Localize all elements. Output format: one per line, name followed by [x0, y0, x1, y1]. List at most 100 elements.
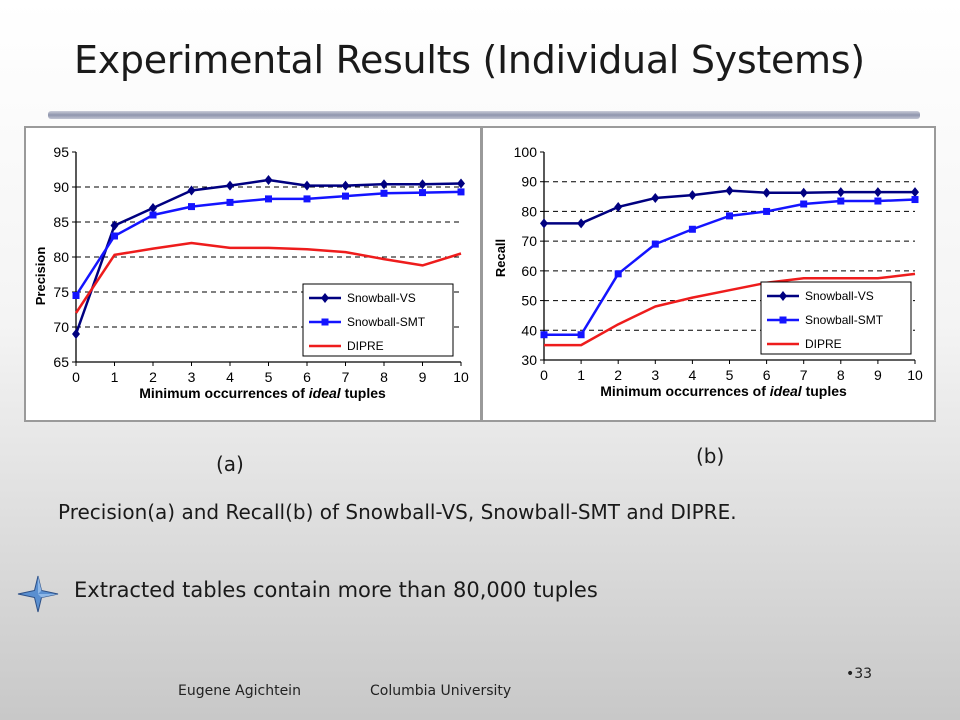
x-tick-label: 6 [303, 369, 311, 385]
footer-organization: Columbia University [370, 683, 512, 699]
y-tick-label: 70 [521, 233, 537, 249]
data-point-snowball-vs [799, 187, 808, 198]
legend-label: Snowball-VS [347, 291, 416, 305]
data-point-snowball-vs [614, 201, 623, 212]
chart-label-b: (b) [696, 444, 725, 468]
series-line-dipre [544, 272, 916, 347]
data-point-snowball-smt [540, 331, 548, 339]
bullet-text: Extracted tables contain more than 80,00… [74, 578, 598, 602]
y-tick-label: 80 [53, 249, 69, 265]
data-point-snowball-smt [226, 198, 234, 206]
data-point-snowball-vs [187, 185, 196, 196]
figure-caption: Precision(a) and Recall(b) of Snowball-V… [58, 500, 737, 524]
four-point-star-bullet-icon [17, 575, 59, 613]
data-point-snowball-vs [457, 178, 465, 189]
data-point-snowball-smt [837, 197, 845, 205]
legend-swatch-marker [779, 291, 787, 301]
y-tick-label: 70 [53, 319, 69, 335]
data-point-snowball-smt [457, 188, 465, 196]
series-line-dipre [74, 241, 462, 314]
y-axis-label: Precision [33, 247, 48, 306]
x-tick-label: 7 [800, 367, 808, 383]
data-point-snowball-smt [800, 200, 808, 208]
x-tick-label: 5 [265, 369, 273, 385]
data-point-snowball-vs [540, 218, 548, 229]
data-point-snowball-smt [577, 331, 585, 339]
y-tick-label: 90 [53, 179, 69, 195]
data-point-snowball-vs [226, 180, 234, 191]
legend-label: Snowball-SMT [347, 315, 426, 329]
x-tick-label: 10 [453, 369, 469, 385]
data-point-snowball-vs [418, 179, 427, 190]
data-point-snowball-vs [341, 180, 350, 191]
x-tick-label: 6 [763, 367, 771, 383]
data-point-snowball-smt [763, 207, 771, 215]
data-point-snowball-vs [72, 329, 80, 339]
data-point-snowball-vs [264, 175, 273, 185]
y-tick-label: 40 [521, 322, 537, 338]
footer-author: Eugene Agichtein [178, 683, 301, 699]
data-point-snowball-smt [149, 211, 157, 219]
x-tick-label: 5 [726, 367, 734, 383]
data-point-snowball-vs [110, 220, 119, 231]
y-tick-label: 30 [521, 352, 537, 368]
x-tick-label: 1 [111, 369, 119, 385]
data-point-snowball-smt [651, 240, 659, 248]
precision-chart: 65 70 75 80 85 90 95 0 1 2 3 4 5 6 7 8 9 10 Minimum occurr… [33, 144, 469, 401]
legend-label: Snowball-SMT [805, 313, 884, 327]
y-tick-label: 60 [521, 263, 537, 279]
data-point-snowball-vs [577, 218, 586, 229]
legend-label: Snowball-VS [805, 289, 874, 303]
x-tick-label: 4 [689, 367, 697, 383]
legend-label: DIPRE [347, 339, 384, 353]
y-tick-label: 85 [53, 214, 69, 230]
legend-swatch-marker [321, 318, 329, 326]
x-axis-label: Minimum occurrences of ideal tuples [600, 383, 847, 399]
x-axis-label: Minimum occurrences of ideal tuples [139, 385, 386, 401]
recall-chart: 30 40 50 60 70 80 90 100 0 1 2 3 4 5 6 7 8 9 10 Minimum occ… [493, 144, 923, 399]
x-tick-label: 2 [614, 367, 622, 383]
data-point-snowball-vs [651, 193, 660, 204]
x-tick-label: 3 [651, 367, 659, 383]
legend-swatch-marker [779, 316, 787, 324]
data-point-snowball-vs [380, 179, 388, 190]
recall-chart-frame: 30 40 50 60 70 80 90 100 0 1 2 3 4 5 6 7 8 9 10 Minimum occ… [481, 126, 936, 422]
data-point-snowball-smt [265, 195, 272, 203]
x-tick-label: 1 [577, 367, 585, 383]
y-tick-label: 50 [521, 293, 537, 309]
x-tick-label: 4 [226, 369, 234, 385]
x-tick-label: 2 [149, 369, 157, 385]
x-tick-label: 8 [837, 367, 845, 383]
title-underline-bar [48, 111, 920, 119]
x-tick-label: 0 [540, 367, 548, 383]
data-point-snowball-smt [419, 189, 426, 197]
x-tick-label: 9 [874, 367, 882, 383]
y-axis-label: Recall [493, 239, 508, 277]
legend-swatch-marker [321, 293, 329, 303]
y-tick-label: 80 [521, 203, 537, 219]
data-point-snowball-vs [725, 185, 734, 196]
data-point-snowball-vs [149, 203, 157, 213]
data-point-snowball-vs [688, 190, 697, 201]
data-point-snowball-smt [342, 192, 349, 200]
y-tick-label: 90 [521, 174, 537, 190]
y-tick-label: 75 [53, 284, 69, 300]
slide-title: Experimental Results (Individual Systems… [74, 38, 865, 82]
data-point-snowball-smt [874, 197, 882, 205]
y-tick-label: 65 [53, 354, 69, 370]
data-point-snowball-smt [111, 232, 118, 240]
data-point-snowball-smt [72, 292, 80, 299]
data-point-snowball-vs [836, 187, 845, 198]
legend-label: DIPRE [805, 337, 842, 351]
y-tick-label: 95 [53, 144, 69, 160]
x-tick-label: 0 [72, 369, 80, 385]
x-tick-label: 3 [188, 369, 196, 385]
data-point-snowball-vs [303, 180, 311, 191]
x-tick-label: 7 [342, 369, 350, 385]
data-point-snowball-smt [614, 270, 622, 278]
data-point-snowball-smt [188, 203, 195, 211]
precision-chart-frame: 65 70 75 80 85 90 95 0 1 2 3 4 5 6 7 8 9 10 Minimum occurr… [24, 126, 482, 422]
page-number: •33 [846, 666, 873, 682]
x-tick-label: 10 [907, 367, 923, 383]
data-point-snowball-smt [688, 225, 696, 233]
